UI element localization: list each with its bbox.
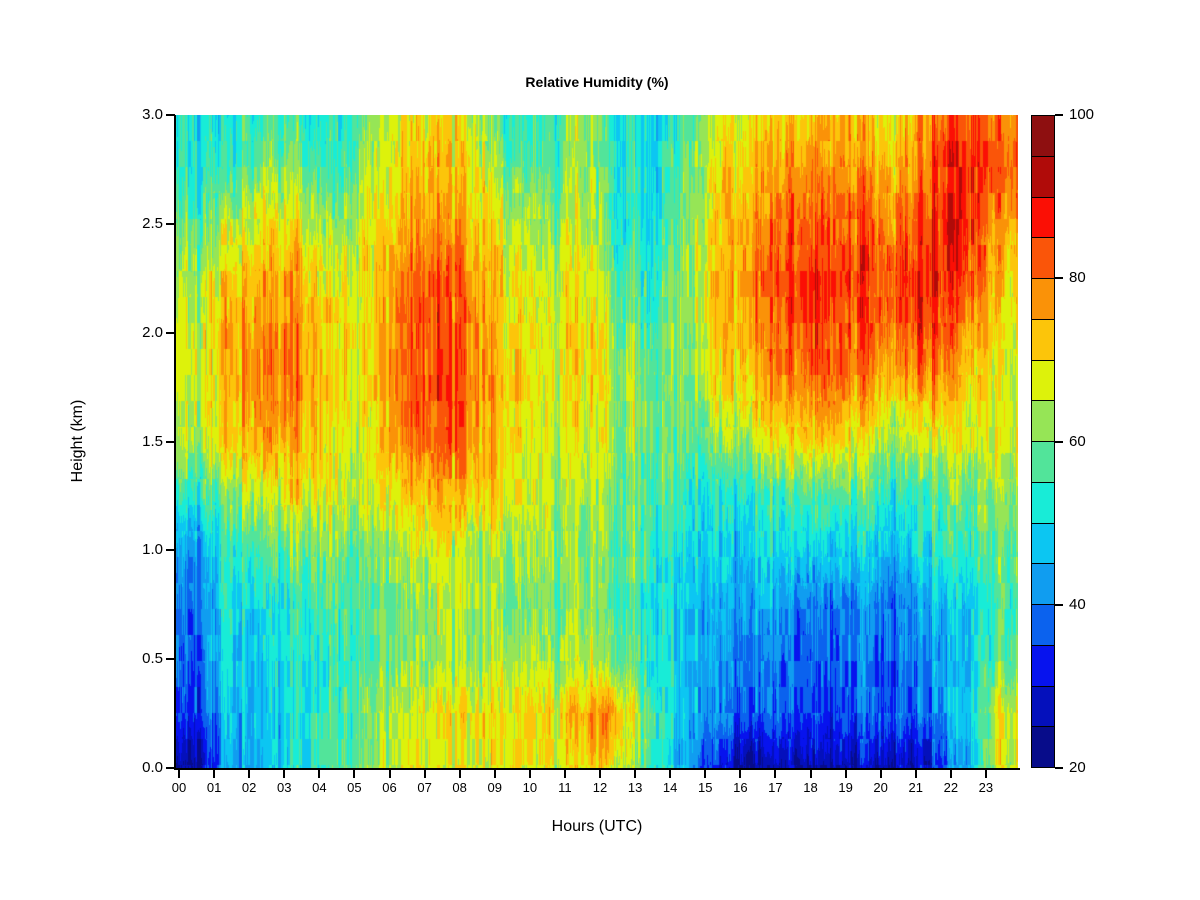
x-tick-label: 02 (241, 780, 257, 795)
x-tick-label: 23 (978, 780, 994, 795)
y-tick (166, 331, 175, 334)
x-tick-label: 00 (171, 780, 187, 795)
colorbar (1031, 115, 1055, 768)
colorbar-tick-label: 40 (1069, 595, 1086, 613)
x-tick-label: 14 (662, 780, 678, 795)
x-axis-line (174, 768, 1020, 770)
x-tick-label: 11 (558, 780, 572, 795)
colorbar-segment (1032, 685, 1054, 727)
y-tick-label: 1.0 (142, 541, 163, 559)
x-tick (809, 770, 812, 778)
x-tick (914, 770, 917, 778)
colorbar-segment (1032, 196, 1054, 238)
x-tick-label: 09 (487, 780, 502, 795)
x-tick (213, 770, 216, 778)
y-axis-line (174, 115, 176, 770)
x-tick-label: 20 (873, 780, 888, 795)
x-tick-label: 05 (347, 780, 362, 795)
colorbar-segment (1032, 155, 1054, 197)
y-tick (166, 767, 175, 769)
colorbar-segment (1032, 726, 1054, 767)
x-axis-title: Hours (UTC) (551, 818, 643, 835)
x-tick (669, 770, 672, 778)
colorbar-tick (1055, 603, 1063, 606)
y-axis-title: Height (km) (69, 399, 86, 483)
y-tick-label: 3.0 (142, 106, 163, 123)
x-tick (984, 770, 987, 778)
x-tick-label: 10 (522, 780, 538, 795)
colorbar-segment (1032, 278, 1054, 319)
colorbar-segment (1032, 522, 1054, 564)
x-tick (353, 770, 356, 778)
x-tick (634, 770, 637, 778)
colorbar-tick-label: 80 (1069, 269, 1086, 287)
x-tick (704, 770, 707, 778)
x-tick (318, 770, 321, 778)
colorbar-tick-label: 60 (1069, 432, 1086, 450)
y-tick (166, 222, 175, 225)
x-tick (844, 770, 847, 778)
colorbar-segment (1032, 563, 1054, 604)
y-tick (166, 440, 175, 443)
colorbar-tick (1055, 277, 1063, 280)
x-tick (879, 770, 882, 778)
y-tick-label: 1.5 (142, 432, 163, 450)
x-tick-label: 21 (908, 780, 923, 795)
x-tick (248, 770, 251, 778)
x-tick (388, 770, 391, 778)
colorbar-segment (1032, 237, 1054, 278)
colorbar-segment (1032, 644, 1054, 686)
x-tick (739, 770, 742, 778)
colorbar-segment (1032, 481, 1054, 523)
x-tick-label: 01 (206, 780, 222, 795)
colorbar-segment (1032, 400, 1054, 441)
x-tick (774, 770, 777, 778)
plot-title: Relative Humidity (%) (525, 74, 669, 90)
colorbar-segment (1032, 441, 1054, 482)
x-tick-label: 17 (768, 780, 783, 795)
heatmap-canvas (176, 115, 1018, 768)
x-tick-label: 04 (312, 780, 327, 795)
colorbar-segment (1032, 359, 1054, 401)
x-tick (178, 770, 180, 778)
x-tick-label: 06 (382, 780, 397, 795)
x-tick (949, 770, 952, 778)
x-tick (599, 770, 601, 778)
x-tick-label: 08 (452, 780, 467, 795)
colorbar-tick (1055, 114, 1063, 116)
colorbar-segment (1032, 116, 1054, 156)
colorbar-tick-label: 100 (1069, 106, 1095, 123)
x-tick-label: 12 (592, 780, 608, 795)
colorbar-segment (1032, 318, 1054, 360)
x-tick (423, 770, 426, 778)
y-tick-label: 0.0 (142, 759, 163, 776)
y-tick (166, 658, 175, 661)
colorbar-segment (1032, 604, 1054, 645)
x-tick (528, 770, 531, 778)
x-tick-label: 15 (698, 780, 713, 795)
x-tick-label: 03 (277, 780, 292, 795)
x-tick (563, 770, 566, 778)
x-tick-label: 19 (838, 780, 853, 795)
y-tick-label: 2.5 (142, 214, 163, 232)
y-tick (166, 114, 175, 116)
x-tick-label: 07 (417, 780, 432, 795)
y-tick-label: 0.5 (142, 650, 163, 668)
y-tick (166, 549, 175, 552)
x-tick-label: 16 (733, 780, 748, 795)
x-tick-label: 18 (803, 780, 818, 795)
x-tick-label: 13 (627, 780, 643, 795)
colorbar-tick-label: 20 (1069, 759, 1086, 776)
colorbar-tick (1055, 767, 1063, 769)
y-tick-label: 2.0 (142, 323, 163, 341)
x-tick (493, 770, 496, 778)
x-tick (458, 770, 461, 778)
colorbar-tick (1055, 440, 1063, 443)
x-tick (283, 770, 286, 778)
x-tick-label: 22 (943, 780, 959, 795)
